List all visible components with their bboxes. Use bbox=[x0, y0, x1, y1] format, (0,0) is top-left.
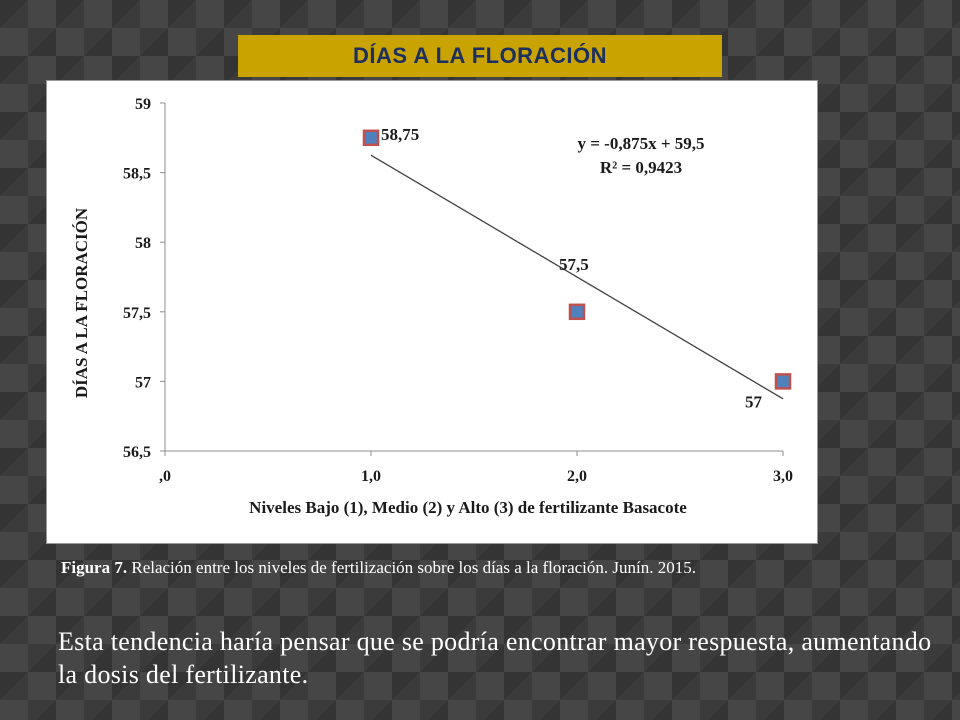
y-tick-label: 58,5 bbox=[123, 166, 151, 183]
y-tick-label: 59 bbox=[135, 96, 151, 113]
figure-caption: Figura 7. Relación entre los niveles de … bbox=[61, 555, 921, 580]
chart-area: 56,5 57 57,5 58 58,5 59,0 1,0 2,0 3,0 58,75 57,5 5… bbox=[46, 80, 818, 544]
x-axis-label: Niveles Bajo (1), Medio (2) y Alto (3) d… bbox=[249, 498, 687, 517]
y-tick-label: 58 bbox=[135, 235, 151, 252]
data-label: 57 bbox=[745, 392, 763, 411]
caption-text: Relación entre los niveles de fertilizac… bbox=[127, 558, 696, 577]
data-points-layer bbox=[362, 129, 792, 390]
x-tick-label: 2,0 bbox=[567, 468, 587, 485]
data-labels-layer: 58,75 57,5 57 bbox=[381, 125, 763, 412]
chart-axes: 56,5 57 57,5 58 58,5 59 ,0 1,0 2,0 3,0 bbox=[123, 96, 793, 485]
x-tick-label: 1,0 bbox=[361, 468, 381, 485]
x-tick-label: ,0 bbox=[159, 468, 171, 485]
trendline-layer bbox=[370, 154, 784, 400]
y-tick-label: 56,5 bbox=[123, 444, 151, 461]
slide-title: DÍAS A LA FLORACIÓN bbox=[238, 35, 722, 77]
data-point-diamond bbox=[778, 376, 788, 387]
x-tick-label: 3,0 bbox=[773, 468, 793, 485]
data-point-diamond bbox=[366, 132, 376, 143]
data-label: 57,5 bbox=[559, 255, 589, 274]
data-point-diamond bbox=[572, 306, 582, 317]
caption-label: Figura 7. bbox=[61, 558, 128, 577]
trendline-equation: y = -0,875x + 59,5 bbox=[577, 134, 704, 153]
y-axis-label: DÍAS A LA FLORACIÓN bbox=[72, 207, 91, 398]
trendline-r2: R² = 0,9423 bbox=[600, 158, 682, 177]
y-tick-label: 57,5 bbox=[123, 305, 151, 322]
body-paragraph: Esta tendencia haría pensar que se podrí… bbox=[58, 627, 932, 689]
trendline bbox=[370, 154, 784, 400]
y-tick-label: 57 bbox=[135, 374, 151, 391]
data-label: 58,75 bbox=[381, 125, 419, 144]
